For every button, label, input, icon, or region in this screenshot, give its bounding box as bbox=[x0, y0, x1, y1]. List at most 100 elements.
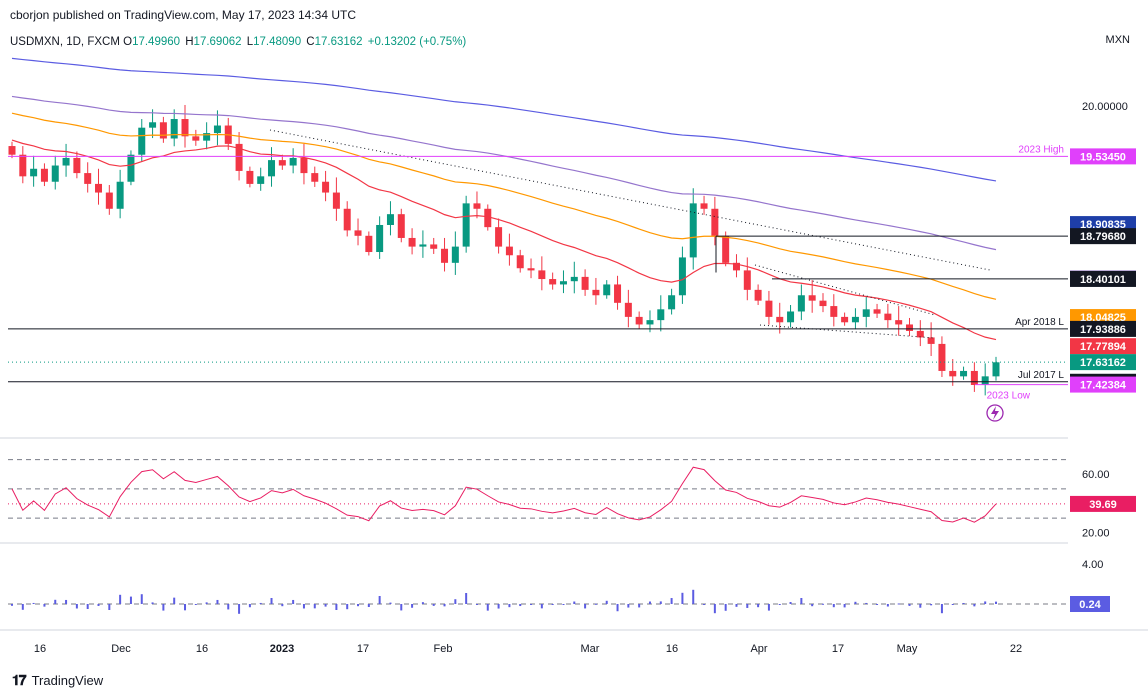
candle-body bbox=[938, 343, 946, 371]
price-tag bbox=[1070, 270, 1136, 287]
momentum-bar bbox=[475, 604, 478, 605]
momentum-bar bbox=[735, 604, 738, 607]
momentum-bar bbox=[65, 599, 68, 604]
momentum-tag-label: 0.24 bbox=[1079, 599, 1101, 611]
momentum-bar bbox=[108, 604, 111, 610]
symbol-label[interactable]: USDMXN, 1D, FXCM bbox=[10, 36, 120, 48]
momentum-bar bbox=[811, 604, 814, 607]
momentum-bar bbox=[821, 603, 824, 605]
candle-body bbox=[549, 279, 557, 285]
price-axis-tick: 20.00000 bbox=[1082, 101, 1128, 113]
momentum-bar bbox=[530, 604, 533, 605]
momentum-bar bbox=[205, 602, 208, 604]
momentum-bar bbox=[270, 598, 273, 604]
momentum-bar bbox=[454, 599, 457, 604]
candle-body bbox=[992, 362, 1000, 377]
candle-body bbox=[62, 157, 70, 166]
candle-body bbox=[592, 289, 600, 296]
momentum-bar bbox=[335, 604, 338, 610]
candle-body bbox=[808, 295, 816, 301]
momentum-bar bbox=[973, 604, 976, 607]
candle-body bbox=[451, 246, 459, 263]
momentum-bar bbox=[659, 601, 662, 604]
candle-body bbox=[365, 235, 373, 253]
candle-body bbox=[581, 276, 589, 290]
momentum-bar bbox=[746, 604, 749, 608]
momentum-bar bbox=[43, 604, 46, 607]
momentum-bar bbox=[757, 604, 760, 608]
rsi-tag-label: 39.69 bbox=[1089, 499, 1117, 511]
candle-body bbox=[484, 208, 492, 228]
candle-body bbox=[916, 330, 924, 338]
momentum-bar bbox=[119, 594, 122, 604]
candle-body bbox=[689, 203, 697, 258]
momentum-bar bbox=[832, 604, 835, 608]
candle-body bbox=[311, 173, 319, 182]
price-tag bbox=[1070, 148, 1136, 165]
momentum-bar bbox=[876, 604, 879, 605]
candle-body bbox=[960, 370, 968, 377]
candle-body bbox=[538, 270, 546, 280]
momentum-bar bbox=[21, 604, 24, 610]
momentum-bar bbox=[616, 604, 619, 612]
time-axis-tick: Apr bbox=[750, 643, 767, 655]
time-axis-tick: 2023 bbox=[270, 643, 294, 655]
candle-body bbox=[246, 170, 254, 184]
momentum-bar bbox=[378, 596, 381, 604]
price-tag-label: 17.77894 bbox=[1080, 341, 1127, 353]
candle-body bbox=[873, 309, 881, 314]
candle-body bbox=[603, 284, 611, 296]
momentum-bar bbox=[886, 604, 889, 607]
change-value: +0.13202 (+0.75%) bbox=[367, 36, 467, 48]
candle-body bbox=[213, 125, 221, 134]
time-axis-tick: 16 bbox=[196, 643, 208, 655]
candle-body bbox=[743, 270, 751, 290]
momentum-bar bbox=[778, 604, 781, 605]
rsi-axis-tick: 20.00 bbox=[1082, 528, 1110, 540]
momentum-bar bbox=[995, 601, 997, 604]
momentum-bar bbox=[324, 604, 327, 607]
candle-body bbox=[559, 281, 567, 285]
candle-body bbox=[732, 262, 740, 271]
price-tag bbox=[1070, 354, 1136, 371]
candle-body bbox=[343, 208, 351, 231]
candle-body bbox=[203, 133, 211, 141]
price-tag-label: 17.93886 bbox=[1080, 324, 1126, 336]
momentum-bar bbox=[367, 604, 370, 607]
candle-body bbox=[895, 320, 903, 325]
momentum-bar bbox=[519, 604, 522, 607]
momentum-bar bbox=[713, 604, 716, 614]
candle-body bbox=[30, 168, 38, 177]
price-tags-layer: 18.9083518.7968018.4044818.4010118.04825… bbox=[1070, 148, 1136, 612]
momentum-bar bbox=[292, 599, 295, 604]
candle-body bbox=[170, 119, 178, 139]
momentum-bar bbox=[151, 602, 154, 604]
momentum-bar bbox=[346, 604, 349, 610]
momentum-bar bbox=[497, 604, 500, 609]
candle-body bbox=[408, 237, 416, 247]
candle-body bbox=[927, 337, 935, 344]
time-axis-tick: 16 bbox=[34, 643, 46, 655]
rsi-axis-tick: 60.00 bbox=[1082, 469, 1110, 481]
momentum-bar bbox=[681, 592, 684, 604]
candle-body bbox=[819, 300, 827, 307]
rsi-layer bbox=[8, 459, 1068, 523]
candle-body bbox=[278, 160, 286, 166]
candle-body bbox=[376, 224, 384, 253]
time-axis-tick: 22 bbox=[1010, 643, 1022, 655]
candle-body bbox=[159, 122, 167, 139]
price-tag-label: 18.90835 bbox=[1080, 219, 1126, 231]
trendline-dotted bbox=[754, 264, 936, 316]
candle-body bbox=[905, 324, 913, 331]
candle-body bbox=[722, 235, 730, 263]
time-axis-tick: Mar bbox=[581, 643, 600, 655]
momentum-bar bbox=[227, 604, 230, 610]
price-tag bbox=[1070, 216, 1136, 233]
candle-body bbox=[289, 157, 297, 166]
candle-body bbox=[614, 284, 622, 303]
candle-body bbox=[678, 257, 686, 296]
momentum-bar bbox=[54, 599, 57, 604]
candle-body bbox=[386, 214, 394, 225]
price-tag-label: 17.63162 bbox=[1080, 357, 1126, 369]
